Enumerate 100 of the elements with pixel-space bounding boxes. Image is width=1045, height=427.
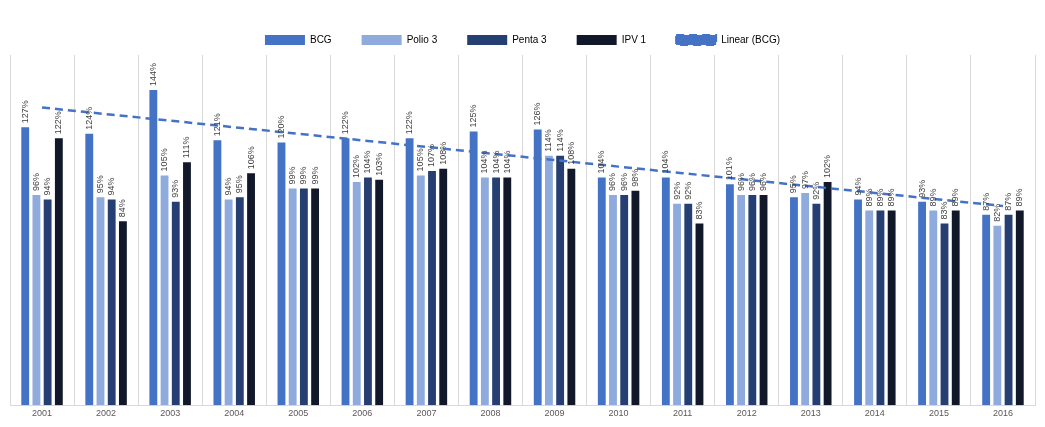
data-label: 111%	[181, 136, 192, 159]
x-tick-label: 2008	[480, 408, 501, 419]
data-label: 104%	[362, 150, 373, 174]
bar	[567, 168, 576, 406]
bar	[865, 210, 874, 406]
data-label: 101%	[724, 157, 735, 181]
data-label: 94%	[106, 177, 117, 196]
bar	[1015, 210, 1024, 406]
bar	[439, 168, 448, 406]
data-label: 98%	[629, 168, 640, 187]
bar	[982, 214, 991, 406]
data-label: 104%	[596, 150, 607, 174]
data-label: 84%	[117, 199, 128, 218]
data-label: 93%	[170, 179, 181, 198]
data-label: 96%	[607, 173, 618, 192]
bar	[54, 138, 63, 406]
data-label: 114%	[554, 129, 565, 152]
data-label: 104%	[660, 150, 671, 174]
bar	[107, 199, 116, 406]
bar	[631, 190, 640, 406]
bar	[609, 195, 617, 406]
bar	[85, 133, 94, 406]
data-label: 96%	[618, 173, 629, 192]
bar	[503, 177, 512, 406]
data-label: 83%	[693, 201, 704, 220]
legend-label: IPV 1	[621, 33, 647, 45]
bar	[364, 177, 372, 406]
bar	[235, 197, 244, 406]
data-label: 114%	[543, 129, 554, 152]
x-tick-label: 2005	[288, 408, 309, 419]
data-label: 89%	[950, 188, 961, 207]
legend-label: Penta 3	[512, 33, 548, 45]
data-label: 105%	[159, 148, 170, 172]
bar	[812, 203, 821, 406]
bar	[118, 221, 127, 406]
bar	[428, 171, 436, 406]
bar	[673, 203, 681, 406]
data-label: 97%	[799, 170, 810, 189]
data-label: 93%	[916, 179, 927, 198]
data-label: 99%	[298, 166, 309, 185]
bar	[854, 199, 862, 406]
data-label: 92%	[682, 181, 693, 200]
data-label: 124%	[83, 106, 94, 130]
data-label: 94%	[223, 177, 234, 196]
data-label: 96%	[30, 173, 41, 192]
data-label: 92%	[810, 181, 821, 200]
x-tick-label: 2015	[928, 408, 949, 419]
bar	[887, 210, 896, 406]
x-tick-label: 2013	[800, 408, 821, 419]
x-tick-label: 2012	[736, 408, 757, 419]
data-label: 99%	[287, 166, 298, 185]
bar	[480, 177, 489, 406]
bar	[737, 195, 746, 406]
bar	[224, 199, 233, 406]
data-label: 105%	[415, 148, 426, 172]
bar	[801, 192, 810, 406]
x-tick-label: 2007	[416, 408, 437, 419]
data-label: 102%	[822, 154, 833, 178]
data-label: 95%	[94, 175, 105, 194]
data-label: 126%	[532, 102, 543, 126]
data-label: 104%	[501, 150, 512, 174]
data-label: 83%	[939, 201, 949, 220]
data-label: 82%	[991, 203, 1002, 222]
data-label: 107%	[426, 143, 437, 167]
x-tick-label: 2014	[864, 408, 885, 419]
data-label: 108%	[565, 141, 576, 165]
data-label: 125%	[468, 104, 479, 128]
legend-label: BCG	[309, 33, 332, 45]
data-label: 89%	[886, 188, 897, 207]
data-label: 102%	[351, 154, 362, 178]
bar	[748, 195, 757, 406]
data-label: 92%	[671, 181, 682, 200]
bar	[790, 197, 798, 406]
bar	[21, 127, 30, 406]
bar	[725, 184, 734, 406]
bar	[661, 177, 670, 406]
data-label: 104%	[479, 150, 490, 174]
data-label: 96%	[746, 173, 757, 192]
data-label: 106%	[245, 146, 256, 170]
bar	[556, 155, 565, 406]
bar	[684, 203, 693, 406]
data-label: 103%	[373, 152, 384, 176]
bar	[213, 140, 222, 406]
bar	[597, 177, 606, 406]
data-label: 89%	[1014, 188, 1025, 207]
x-tick-label: 2001	[32, 408, 53, 419]
data-label: 121%	[211, 113, 222, 137]
data-label: 95%	[788, 175, 799, 194]
legend-label: Polio 3	[406, 33, 438, 45]
data-label: 89%	[927, 188, 938, 207]
bar	[993, 225, 1002, 406]
bar	[929, 210, 938, 406]
x-tick-label: 2002	[96, 408, 117, 419]
legend-label: Linear (BCG)	[721, 33, 781, 45]
data-label: 127%	[19, 100, 30, 124]
data-label: 122%	[340, 111, 351, 135]
data-label: 94%	[42, 177, 53, 196]
data-label: 120%	[275, 115, 286, 139]
data-label: 104%	[490, 150, 501, 174]
data-label: 94%	[852, 177, 863, 196]
